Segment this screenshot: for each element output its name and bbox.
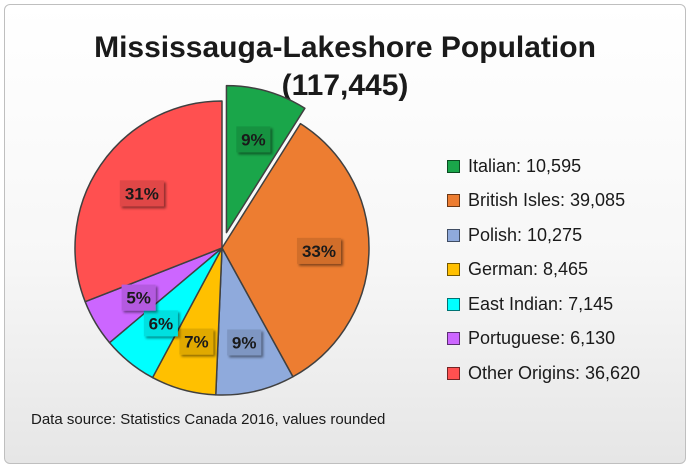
legend-swatch bbox=[447, 228, 460, 242]
data-label-box bbox=[119, 180, 164, 207]
data-label-text: 9% bbox=[232, 333, 257, 352]
data-label-text: 33% bbox=[302, 242, 336, 261]
legend-label: British Isles: 39,085 bbox=[468, 190, 626, 211]
chart-legend: Italian: 10,595 British Isles: 39,085 Poli… bbox=[447, 149, 640, 391]
legend-swatch bbox=[447, 297, 460, 311]
data-label-text: 6% bbox=[149, 314, 174, 333]
legend-label: Other Origins: 36,620 bbox=[468, 362, 641, 383]
data-label-other-origins: 31% bbox=[119, 180, 164, 207]
data-label-text: 31% bbox=[125, 184, 159, 203]
legend-item-portuguese: Portuguese: 6,130 bbox=[447, 322, 640, 357]
legend-label: Portuguese: 6,130 bbox=[468, 328, 616, 349]
legend-item-german: German: 8,465 bbox=[447, 253, 640, 288]
data-label-box bbox=[236, 126, 271, 153]
legend-item-polish: Polish: 10,275 bbox=[447, 218, 640, 253]
data-label-box bbox=[227, 329, 262, 356]
legend-item-east-indian: East Indian: 7,145 bbox=[447, 287, 640, 322]
data-label-polish: 9% bbox=[227, 329, 262, 356]
data-source-note: Data source: Statistics Canada 2016, val… bbox=[31, 411, 386, 428]
data-label-box bbox=[179, 328, 214, 355]
data-label-italian: 9% bbox=[236, 126, 271, 153]
legend-item-other-origins: Other Origins: 36,620 bbox=[447, 356, 640, 391]
data-label-british-isles: 33% bbox=[296, 237, 341, 264]
data-label-box bbox=[143, 310, 178, 337]
legend-swatch bbox=[447, 159, 460, 173]
legend-swatch bbox=[447, 332, 460, 346]
legend-item-italian: Italian: 10,595 bbox=[447, 149, 640, 184]
data-label-box bbox=[121, 284, 156, 311]
data-label-text: 9% bbox=[241, 130, 266, 149]
data-label-text: 7% bbox=[184, 333, 209, 352]
legend-label: Polish: 10,275 bbox=[468, 224, 583, 245]
legend-label: German: 8,465 bbox=[468, 259, 589, 280]
legend-label: Italian: 10,595 bbox=[468, 155, 582, 176]
data-label-box bbox=[296, 237, 341, 264]
data-label-german: 7% bbox=[179, 328, 214, 355]
pie-slice-italian bbox=[225, 84, 306, 234]
data-label-east-indian: 6% bbox=[143, 310, 178, 337]
legend-label: East Indian: 7,145 bbox=[468, 293, 614, 314]
chart-subtitle: (117,445) bbox=[281, 69, 409, 102]
legend-swatch bbox=[447, 263, 460, 277]
legend-item-british-isles: British Isles: 39,085 bbox=[447, 184, 640, 219]
legend-swatch bbox=[447, 194, 460, 208]
data-label-text: 5% bbox=[126, 289, 151, 308]
data-label-portuguese: 5% bbox=[121, 284, 156, 311]
chart-title: Mississauga-Lakeshore Population bbox=[94, 31, 596, 64]
legend-swatch bbox=[447, 366, 460, 380]
